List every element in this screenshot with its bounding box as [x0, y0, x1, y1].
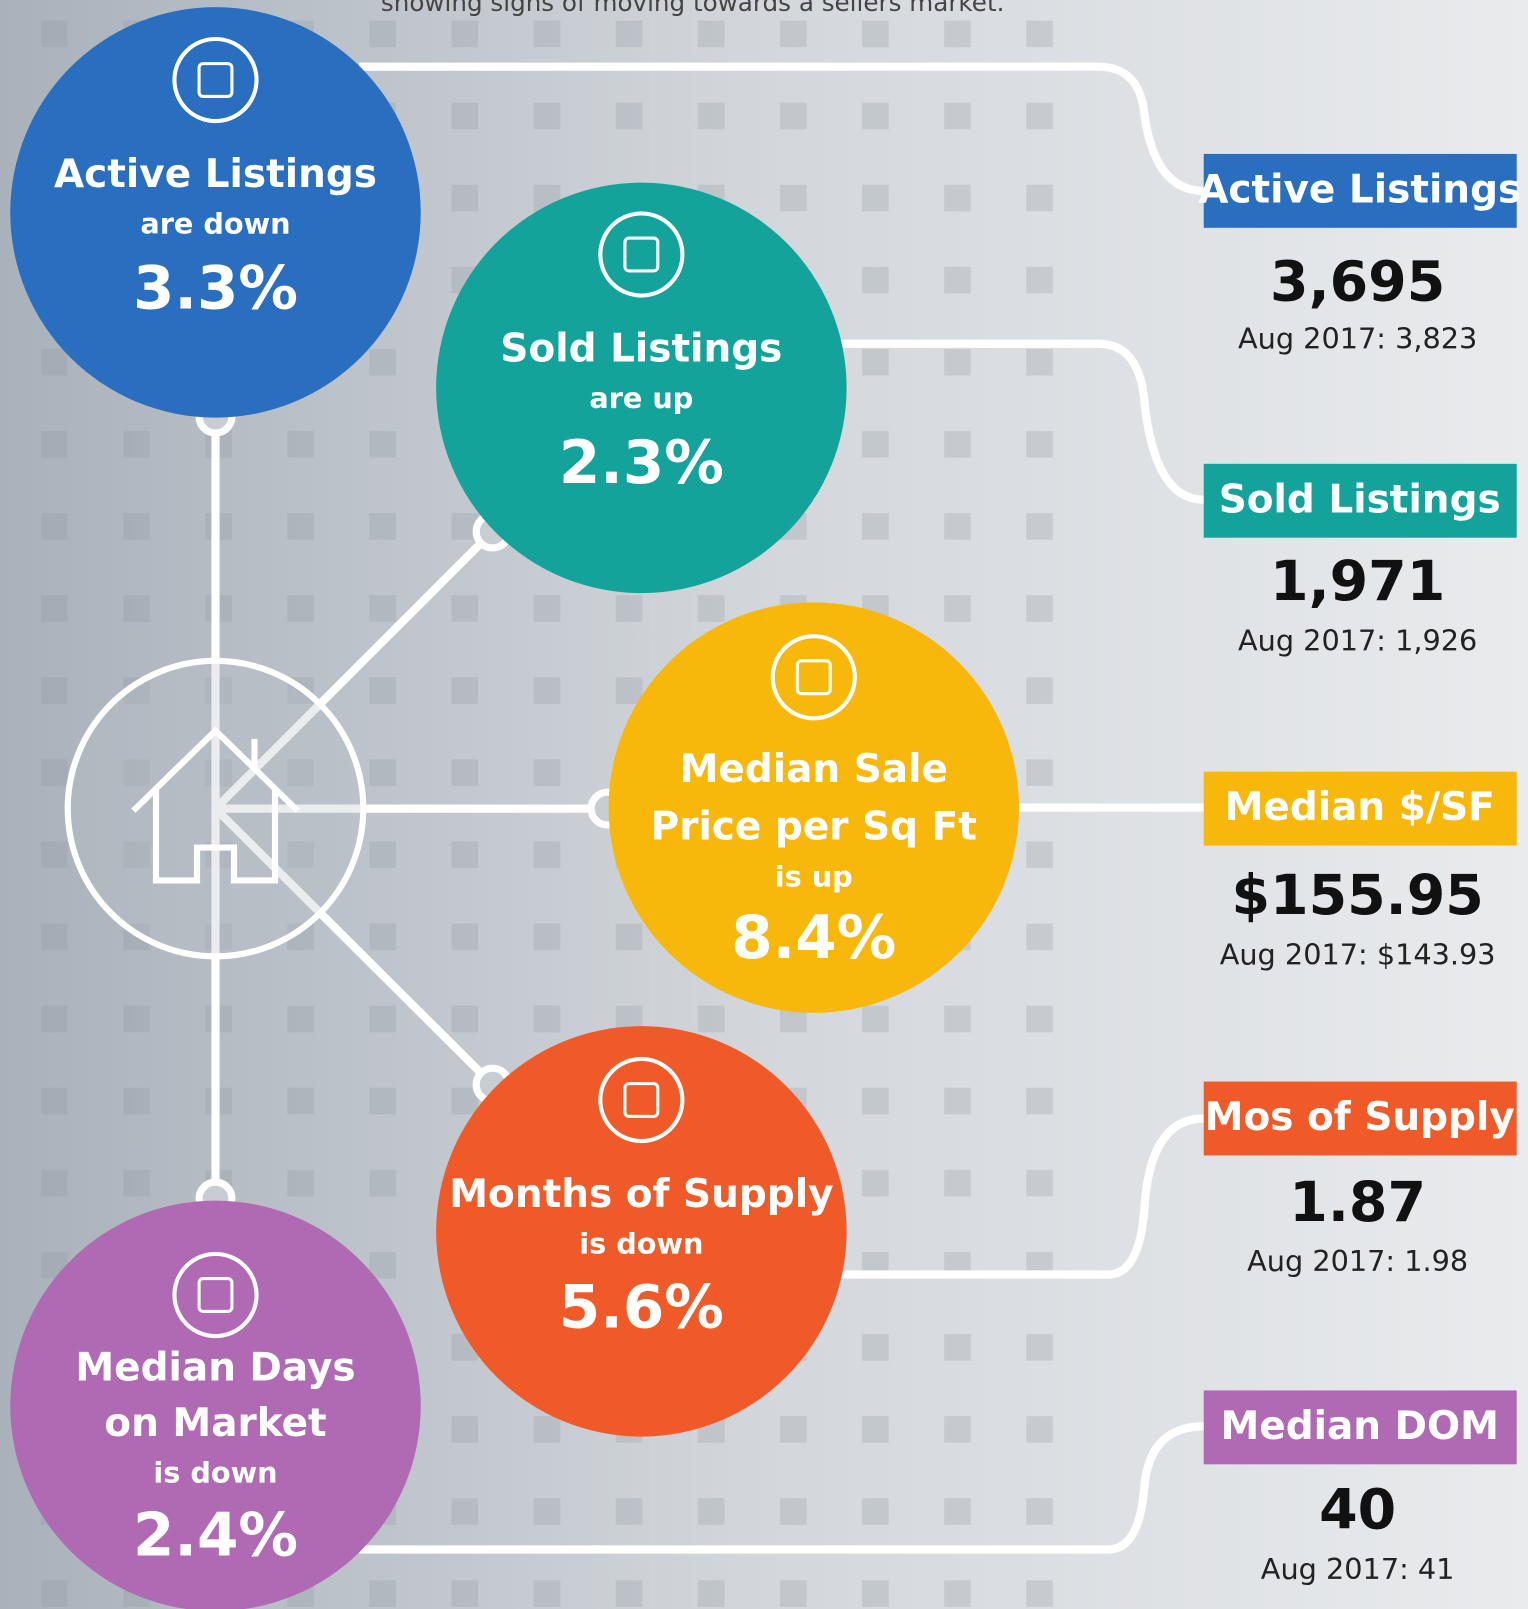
- icon: [172, 1251, 259, 1339]
- icon: [172, 36, 259, 124]
- panel-comparison: Aug 2017: $143.93: [1220, 937, 1496, 971]
- panel-label-box: [1203, 153, 1517, 228]
- intro-text: showing signs of moving towards a seller…: [381, 0, 1004, 17]
- stat-circle: [10, 1200, 421, 1609]
- circle-subtitle: are down: [140, 207, 290, 241]
- panel-label-box: [1203, 1081, 1517, 1156]
- icon: [623, 1082, 660, 1118]
- icon: [770, 634, 857, 721]
- icon: [598, 1056, 685, 1144]
- stat-circle: [436, 182, 847, 594]
- stat-circle: [436, 1026, 847, 1437]
- panel-comparison: Aug 2017: 1.98: [1247, 1244, 1468, 1278]
- panel-label: Sold Listings: [1219, 477, 1501, 522]
- stat-circle: [10, 7, 421, 418]
- panel-value: 1,971: [1270, 550, 1445, 614]
- panel-label: Median $/SF: [1225, 785, 1495, 830]
- icon: [598, 211, 685, 298]
- circle-title: Price per Sq Ft: [651, 805, 977, 850]
- circle-value: 8.4%: [731, 904, 896, 973]
- panel-label-box: [1203, 1390, 1517, 1465]
- icon: [197, 1277, 234, 1313]
- circle-title: on Market: [104, 1401, 326, 1446]
- stat-circle: [608, 602, 1020, 1013]
- circle-title: Median Sale: [680, 747, 948, 792]
- panel-label-box: [1203, 463, 1517, 538]
- panel-comparison: Aug 2017: 1,926: [1238, 623, 1477, 657]
- circle-title: Months of Supply: [449, 1172, 833, 1217]
- circle-subtitle: are up: [589, 381, 693, 415]
- circle-value: 5.6%: [559, 1274, 724, 1343]
- circle-title: Active Listings: [54, 152, 377, 197]
- panel-comparison: Aug 2017: 41: [1261, 1552, 1455, 1586]
- panel-comparison: Aug 2017: 3,823: [1238, 322, 1477, 356]
- circle-subtitle: is down: [153, 1456, 277, 1490]
- panel-value: $155.95: [1231, 864, 1483, 928]
- panel-label: Active Listings: [1198, 167, 1521, 212]
- circle-subtitle: is down: [579, 1227, 703, 1261]
- icon: [795, 659, 832, 696]
- circle-subtitle: is up: [775, 859, 853, 893]
- circle-value: 3.3%: [133, 255, 298, 324]
- panel-label: Median DOM: [1220, 1404, 1498, 1449]
- panel-label: Mos of Supply: [1205, 1095, 1515, 1140]
- circle-title: Median Days: [75, 1345, 355, 1390]
- connectors: [211, 62, 1204, 1554]
- icon: [197, 62, 234, 98]
- circle-value: 2.4%: [133, 1501, 298, 1570]
- panel-label-box: [1203, 771, 1517, 846]
- panel-value: 3,695: [1270, 250, 1445, 314]
- icon: [623, 236, 660, 273]
- panel-value: 1.87: [1289, 1171, 1426, 1235]
- circle-title: Sold Listings: [500, 326, 782, 371]
- circle-value: 2.3%: [559, 429, 724, 498]
- panel-value: 40: [1319, 1479, 1396, 1543]
